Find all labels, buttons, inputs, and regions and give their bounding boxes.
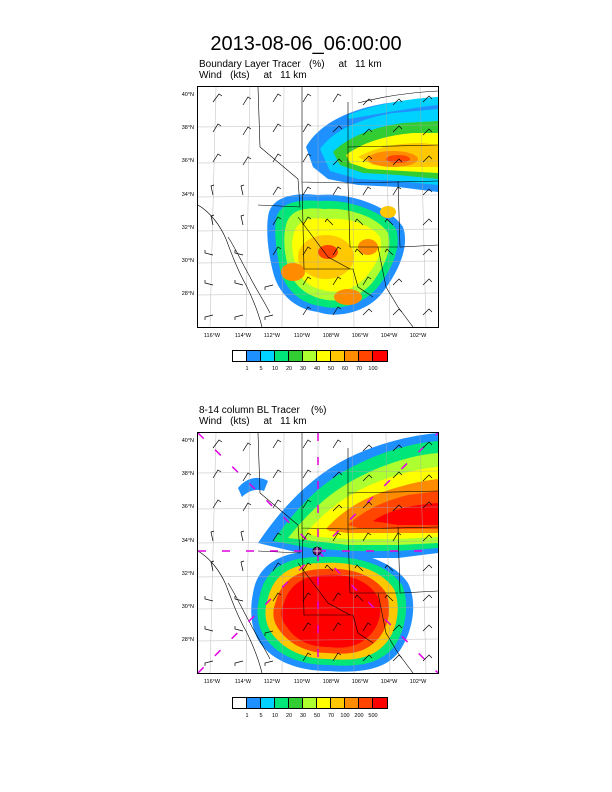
legend-swatch (359, 698, 373, 708)
legend-swatch (261, 351, 275, 361)
panel2-legend-label: 100 (340, 713, 350, 719)
panel2-title-line1: 8-14 column BL Tracer (%) (199, 405, 327, 416)
panel1-map (197, 86, 439, 328)
panel1-legend-label: 30 (299, 366, 307, 372)
panel2-legend-label: 30 (299, 713, 307, 719)
panel1-lon-label: 106°W (351, 333, 369, 339)
legend-swatch (331, 698, 345, 708)
panel1-title-line1: Boundary Layer Tracer (%) at 11 km (199, 59, 382, 70)
legend-swatch (331, 351, 345, 361)
panel2-lat-label: 32°N (181, 571, 194, 577)
panel2-lat-label: 30°N (181, 604, 194, 610)
panel2-title-line2: Wind (kts) at 11 km (199, 416, 307, 427)
panel1-lon-label: 116°W (203, 333, 221, 339)
legend-swatch (317, 698, 331, 708)
panel1-tracer-field (267, 97, 438, 315)
legend-swatch (289, 698, 303, 708)
panel2-lat-label: 28°N (181, 637, 194, 643)
panel1-lon-label: 108°W (322, 333, 340, 339)
panel2-lat-label: 36°N (181, 504, 194, 510)
panel2-legend-label: 50 (313, 713, 321, 719)
legend-swatch (373, 351, 387, 361)
panel1-lon-label: 112°W (263, 333, 281, 339)
panel1-lon-label: 110°W (293, 333, 311, 339)
panel1-lat-label: 34°N (181, 192, 194, 198)
panel1-legend-bar (232, 350, 388, 362)
cross-circle-marker (312, 546, 322, 556)
panel2-lat-label: 38°N (181, 471, 194, 477)
panel1-lat-label: 28°N (181, 291, 194, 297)
legend-swatch (275, 698, 289, 708)
panel1-lat-label: 38°N (181, 125, 194, 131)
panel1-lat-label: 32°N (181, 225, 194, 231)
panel2-legend-bar (232, 697, 388, 709)
panel1-legend-label: 20 (285, 366, 293, 372)
panel2-legend-label: 500 (368, 713, 378, 719)
panel2-legend-label: 20 (285, 713, 293, 719)
panel2-wind-barbs (204, 439, 433, 666)
panel1-legend-label: 1 (245, 366, 249, 372)
legend-swatch (233, 698, 247, 708)
panel2-lon-label: 110°W (293, 679, 311, 685)
panel1-legend-label: 50 (327, 366, 335, 372)
panel1-legend-label: 100 (368, 366, 378, 372)
panel1-lat-label: 30°N (181, 258, 194, 264)
panel1-wind-barbs (204, 93, 433, 320)
panel2-lon-label: 112°W (263, 679, 281, 685)
panel1-legend-label: 70 (355, 366, 363, 372)
panel1-legend-label: 5 (259, 366, 263, 372)
panel2-lon-label: 104°W (380, 679, 398, 685)
legend-swatch (275, 351, 289, 361)
panel2-legend-label: 5 (259, 713, 263, 719)
legend-swatch (345, 698, 359, 708)
panel1-lat-label: 36°N (181, 158, 194, 164)
legend-swatch (317, 351, 331, 361)
legend-swatch (359, 351, 373, 361)
panel1-lon-label: 102°W (409, 333, 427, 339)
panel1-lat-label: 40°N (181, 92, 194, 98)
legend-swatch (303, 351, 317, 361)
panel1-title-line2: Wind (kts) at 11 km (199, 70, 307, 81)
panel2-legend-label: 1 (245, 713, 249, 719)
legend-swatch (373, 698, 387, 708)
panel1-legend-label: 10 (271, 366, 279, 372)
legend-swatch (345, 351, 359, 361)
panel2-lon-label: 102°W (409, 679, 427, 685)
page-title: 2013-08-06_06:00:00 (210, 33, 402, 55)
panel1-legend-label: 40 (313, 366, 321, 372)
panel2-tracer-field (238, 433, 438, 672)
legend-swatch (247, 698, 261, 708)
panel2-map (197, 432, 439, 674)
panel1-lon-label: 114°W (234, 333, 252, 339)
panel2-lat-label: 34°N (181, 538, 194, 544)
panel2-legend-label: 70 (327, 713, 335, 719)
panel2-lat-label: 40°N (181, 438, 194, 444)
panel1-legend-label: 60 (341, 366, 349, 372)
panel2-lon-label: 116°W (203, 679, 221, 685)
legend-swatch (261, 698, 275, 708)
panel2-lon-label: 106°W (351, 679, 369, 685)
legend-swatch (247, 351, 261, 361)
panel1-lon-label: 104°W (380, 333, 398, 339)
panel2-lon-label: 108°W (322, 679, 340, 685)
legend-swatch (233, 351, 247, 361)
panel2-lon-label: 114°W (234, 679, 252, 685)
panel2-legend-label: 10 (271, 713, 279, 719)
panel2-legend-label: 200 (354, 713, 364, 719)
legend-swatch (303, 698, 317, 708)
legend-swatch (289, 351, 303, 361)
